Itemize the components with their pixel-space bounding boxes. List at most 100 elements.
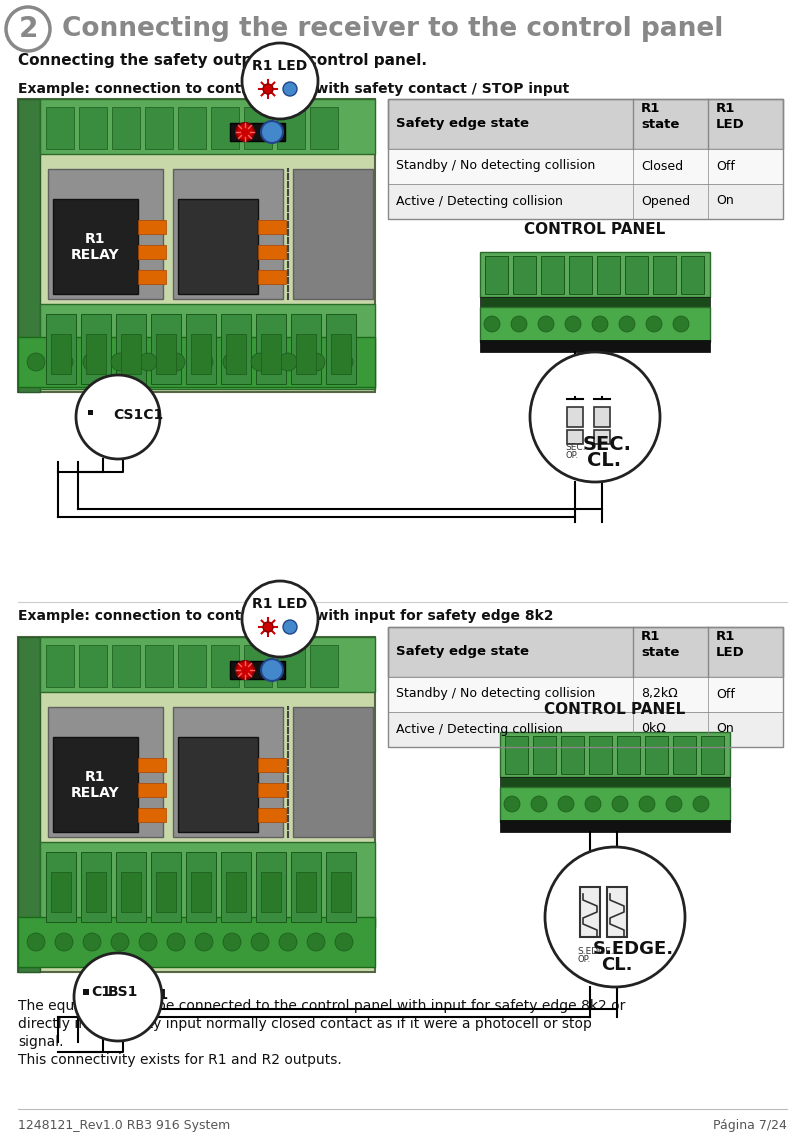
Bar bbox=[617, 736, 640, 774]
Bar bbox=[244, 645, 272, 687]
Circle shape bbox=[111, 353, 129, 370]
Circle shape bbox=[139, 353, 157, 370]
Bar bbox=[480, 340, 710, 352]
Bar bbox=[258, 245, 286, 259]
Bar bbox=[178, 198, 258, 294]
Text: R1
LED: R1 LED bbox=[716, 631, 745, 660]
Bar bbox=[186, 314, 216, 384]
Circle shape bbox=[74, 953, 162, 1041]
Bar bbox=[258, 220, 286, 234]
Circle shape bbox=[167, 933, 185, 951]
Bar bbox=[79, 645, 107, 687]
Bar bbox=[18, 99, 375, 392]
Bar bbox=[625, 256, 648, 294]
Bar bbox=[256, 314, 286, 384]
Bar bbox=[48, 169, 163, 299]
Bar bbox=[500, 777, 730, 787]
Bar bbox=[480, 297, 710, 307]
Circle shape bbox=[511, 317, 527, 331]
Text: Connecting the receiver to the control panel: Connecting the receiver to the control p… bbox=[62, 16, 724, 42]
Circle shape bbox=[484, 317, 500, 331]
Bar bbox=[151, 852, 181, 922]
Bar bbox=[138, 220, 166, 234]
Bar bbox=[88, 990, 93, 994]
Text: Active / Detecting collision: Active / Detecting collision bbox=[396, 723, 563, 735]
Bar bbox=[291, 314, 321, 384]
Bar bbox=[258, 783, 286, 797]
Bar bbox=[121, 334, 141, 374]
Text: R1
LED: R1 LED bbox=[716, 102, 745, 132]
Bar bbox=[258, 270, 286, 284]
Bar bbox=[258, 758, 286, 772]
Bar bbox=[83, 989, 89, 994]
Bar bbox=[191, 334, 211, 374]
Bar bbox=[681, 256, 704, 294]
Circle shape bbox=[139, 933, 157, 951]
Bar bbox=[81, 314, 111, 384]
Text: C1: C1 bbox=[91, 985, 111, 999]
Bar bbox=[331, 334, 351, 374]
Circle shape bbox=[263, 84, 273, 94]
Circle shape bbox=[307, 933, 325, 951]
Bar bbox=[221, 852, 251, 922]
Text: 8,2kΩ: 8,2kΩ bbox=[641, 687, 678, 701]
Bar bbox=[296, 872, 316, 912]
Bar bbox=[388, 712, 783, 747]
Circle shape bbox=[693, 796, 709, 812]
Bar bbox=[51, 872, 71, 912]
Text: BS1: BS1 bbox=[108, 985, 138, 999]
Text: On: On bbox=[716, 723, 733, 735]
Text: R1
state: R1 state bbox=[641, 102, 679, 132]
Bar bbox=[326, 314, 356, 384]
Bar bbox=[244, 107, 272, 149]
Bar bbox=[541, 256, 564, 294]
Bar bbox=[81, 852, 111, 922]
Circle shape bbox=[545, 846, 685, 988]
Text: The equipment can be connected to the control panel with input for safety edge 8: The equipment can be connected to the co… bbox=[18, 999, 625, 1013]
Bar bbox=[293, 169, 373, 299]
Text: Opened: Opened bbox=[641, 195, 690, 208]
Circle shape bbox=[531, 796, 547, 812]
Text: signal.: signal. bbox=[18, 1035, 64, 1050]
Bar bbox=[18, 99, 40, 392]
Bar bbox=[40, 304, 375, 389]
Bar bbox=[40, 99, 375, 154]
Circle shape bbox=[251, 933, 269, 951]
Text: R1
state: R1 state bbox=[641, 631, 679, 660]
Circle shape bbox=[530, 352, 660, 482]
Bar bbox=[226, 872, 246, 912]
Circle shape bbox=[195, 933, 213, 951]
Bar bbox=[53, 738, 138, 832]
Circle shape bbox=[263, 622, 273, 632]
Text: Safety edge state: Safety edge state bbox=[396, 117, 529, 131]
Text: R1
RELAY: R1 RELAY bbox=[71, 232, 119, 263]
Circle shape bbox=[279, 933, 297, 951]
Bar bbox=[310, 107, 338, 149]
Bar bbox=[533, 736, 556, 774]
Bar bbox=[480, 307, 710, 342]
Text: Example: connection to control panel with safety contact / STOP input: Example: connection to control panel wit… bbox=[18, 81, 569, 96]
Circle shape bbox=[666, 796, 682, 812]
Circle shape bbox=[504, 796, 520, 812]
Bar bbox=[580, 887, 600, 937]
Bar bbox=[178, 645, 206, 687]
Circle shape bbox=[236, 123, 254, 141]
Bar bbox=[569, 256, 592, 294]
Bar bbox=[186, 852, 216, 922]
Bar bbox=[277, 645, 305, 687]
Circle shape bbox=[619, 317, 635, 331]
Bar bbox=[310, 645, 338, 687]
Bar bbox=[18, 916, 375, 967]
Bar bbox=[388, 99, 783, 219]
Circle shape bbox=[55, 353, 73, 370]
Bar bbox=[40, 842, 375, 927]
Text: R1
RELAY: R1 RELAY bbox=[71, 770, 119, 801]
Circle shape bbox=[261, 120, 283, 143]
Text: 0kΩ: 0kΩ bbox=[641, 723, 666, 735]
Circle shape bbox=[565, 317, 581, 331]
Bar bbox=[701, 736, 724, 774]
Bar bbox=[46, 314, 76, 384]
Text: Active / Detecting collision: Active / Detecting collision bbox=[396, 195, 563, 208]
Circle shape bbox=[283, 81, 297, 96]
Text: Safety edge state: Safety edge state bbox=[396, 646, 529, 658]
